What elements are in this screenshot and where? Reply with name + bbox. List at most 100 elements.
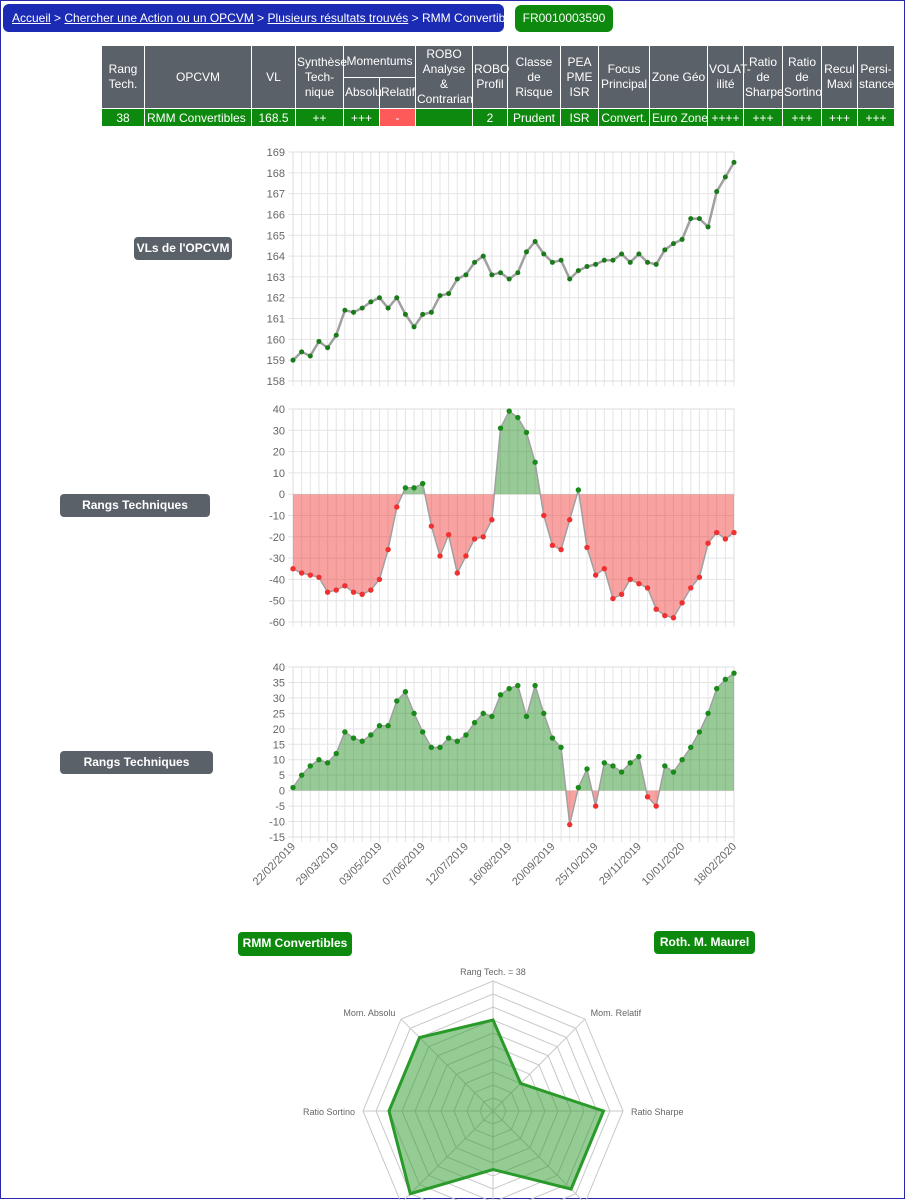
point (428, 523, 435, 529)
table-cell (415, 108, 473, 127)
point (549, 542, 556, 549)
breadcrumb-link[interactable]: Accueil (12, 11, 51, 25)
point (705, 540, 711, 546)
point (307, 353, 313, 359)
chart-label: Rangs Techniques Relatifs (60, 494, 210, 535)
point (333, 332, 339, 338)
point (298, 570, 305, 576)
breadcrumb-separator: > (257, 11, 265, 25)
y-tick-label: 5 (279, 770, 285, 782)
point (489, 713, 495, 720)
point (523, 249, 529, 255)
breadcrumb-link[interactable]: Plusieurs résultats trouvés (267, 11, 409, 25)
point (575, 268, 581, 274)
point (636, 580, 642, 587)
column-header: Zone Géo (649, 45, 708, 109)
point (644, 794, 651, 800)
point (333, 587, 339, 593)
y-tick-label: -50 (269, 596, 285, 608)
point (437, 744, 443, 751)
point (679, 757, 685, 763)
y-tick-label: 25 (273, 708, 285, 720)
column-header: OPCVM (144, 45, 252, 109)
table-cell: RMM Convertibles (144, 108, 252, 127)
y-tick-label: 10 (273, 468, 285, 480)
point (593, 261, 599, 267)
point (662, 247, 668, 253)
breadcrumb-link[interactable]: Chercher une Action ou un OPCVM (64, 11, 254, 25)
breadcrumb: Accueil > Chercher une Action ou un OPCV… (3, 4, 521, 32)
x-tick-label: 16/08/2019 (467, 841, 514, 888)
point (480, 534, 486, 540)
point (627, 259, 633, 265)
point (722, 676, 729, 683)
column-header: Persi-stance (857, 45, 895, 109)
comparison-label: Roth. M. Maurel (654, 931, 755, 954)
axis-label: Mom. Absolu (343, 1008, 395, 1018)
point (385, 723, 391, 729)
axis-label: Ratio Sharpe (631, 1107, 684, 1117)
point (394, 504, 400, 510)
point (506, 276, 512, 282)
point (618, 769, 625, 775)
column-header: Classe de Risque (507, 45, 561, 109)
table-cell: - (379, 108, 416, 127)
column-header: ROBO Analyse & Contrarian (415, 45, 473, 109)
table-cell: +++ (821, 108, 858, 127)
point (644, 585, 651, 591)
breadcrumb-separator: > (411, 11, 419, 25)
point (445, 735, 452, 741)
y-tick-label: -5 (275, 801, 285, 813)
point (627, 576, 633, 583)
point (437, 553, 443, 559)
point (541, 251, 547, 257)
point (402, 485, 409, 491)
y-tick-label: 30 (273, 693, 285, 705)
radar-series-label: RMM Convertibles (238, 932, 352, 956)
point (290, 357, 296, 363)
column-subheader: Relatif (379, 76, 416, 109)
column-subheader: Absolu (343, 76, 382, 109)
point (541, 710, 547, 717)
point (653, 606, 659, 612)
point (601, 760, 607, 766)
table-cell: +++ (743, 108, 783, 127)
point (515, 682, 521, 689)
y-tick-label: 168 (267, 168, 285, 180)
point (324, 589, 331, 595)
point (645, 259, 651, 265)
point (696, 574, 703, 580)
point (376, 723, 383, 729)
chart-label: VLs de l'OPCVM (134, 237, 232, 260)
y-tick-label: -60 (269, 617, 285, 629)
breadcrumb-separator: > (54, 11, 62, 25)
point (688, 216, 694, 222)
point (731, 670, 737, 676)
area-positive (402, 411, 580, 495)
point (454, 570, 460, 576)
point (688, 585, 694, 591)
table-cell: +++ (857, 108, 895, 127)
point (584, 766, 590, 772)
axis-label: Rang Tech. = 38 (460, 967, 526, 977)
point (394, 698, 400, 704)
point (627, 760, 633, 766)
point (506, 685, 512, 692)
point (411, 710, 417, 717)
y-tick-label: -10 (269, 511, 285, 523)
point (324, 760, 331, 766)
point (592, 803, 599, 809)
point (584, 264, 590, 269)
point (653, 261, 659, 267)
axis-label: Ratio Sortino (303, 1107, 355, 1117)
point (342, 307, 348, 313)
point (567, 276, 573, 282)
y-tick-label: 160 (267, 334, 285, 346)
y-tick-label: -10 (269, 817, 285, 829)
point (411, 324, 417, 330)
y-tick-label: -20 (269, 532, 285, 544)
point (610, 257, 616, 263)
point (567, 517, 573, 523)
